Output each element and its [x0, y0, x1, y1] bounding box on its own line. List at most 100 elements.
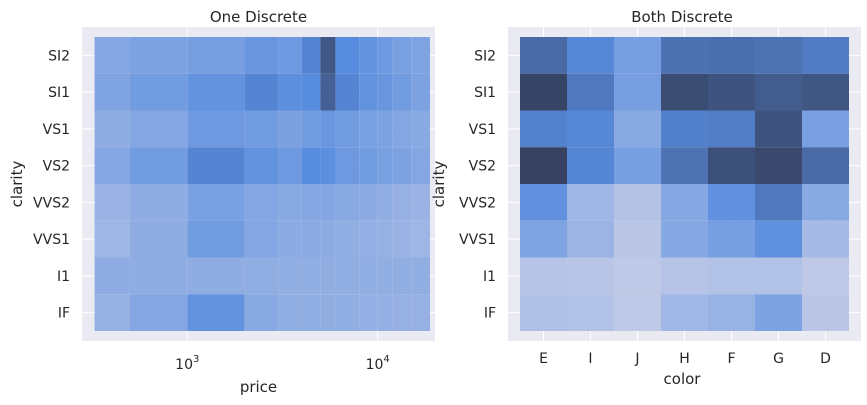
left-y-tick-label: SI1 — [48, 85, 70, 101]
right-heatmap-cell — [614, 184, 661, 221]
left-heatmap-cell — [411, 257, 430, 295]
left-heatmap-cell — [377, 294, 393, 331]
left-heatmap-cell — [411, 73, 430, 111]
left-heatmap-cell — [301, 184, 321, 221]
left-heatmap-cell — [244, 73, 279, 111]
right-heatmap-cell — [755, 110, 802, 148]
right-heatmap-cell — [661, 257, 708, 295]
left-heatmap-cell — [244, 257, 279, 295]
right-heatmap-cell — [708, 257, 755, 295]
right-x-axis-label: color — [664, 370, 702, 388]
right-y-tick-label: IF — [484, 306, 496, 322]
left-heatmap-cell — [94, 147, 130, 184]
right-heatmap-cell — [802, 73, 849, 111]
left-y-tick-label: VS2 — [43, 159, 70, 175]
left-heatmap-cell — [187, 184, 245, 221]
left-heatmap-cell — [392, 73, 412, 111]
left-heatmap-cell — [392, 147, 412, 184]
right-heatmap-cell — [802, 184, 849, 221]
right-heatmap-cell — [802, 147, 849, 184]
right-x-tick-label: H — [679, 351, 690, 367]
right-heatmap-cell — [708, 73, 755, 111]
left-heatmap-cell — [94, 110, 130, 148]
right-heatmap-cell — [520, 184, 567, 221]
left-heatmap-cell — [94, 184, 130, 221]
right-heatmap-cell — [614, 257, 661, 295]
right-x-tick-label: I — [588, 351, 592, 367]
left-heatmap-cell — [359, 73, 378, 111]
right-y-tick-label: VS1 — [469, 122, 496, 138]
left-heatmap-cell — [411, 110, 430, 148]
left-heatmap-cell — [129, 37, 188, 74]
left-heatmap-cell — [411, 294, 430, 331]
right-heatmap-cell — [614, 73, 661, 111]
left-heatmap-cell — [392, 184, 412, 221]
left-heatmap-cell — [129, 147, 188, 184]
right-heatmap-cell — [661, 73, 708, 111]
left-heatmap-cell — [244, 184, 279, 221]
right-heatmap-cell — [802, 257, 849, 295]
left-heatmap-cell — [335, 294, 360, 331]
right-heatmap-cell — [661, 294, 708, 331]
left-y-axis-label: clarity — [8, 161, 26, 208]
left-heatmap-cell — [187, 147, 245, 184]
right-heatmap-cell — [755, 184, 802, 221]
left-heatmap-cell — [377, 147, 393, 184]
left-heatmap-cell — [392, 294, 412, 331]
right-heatmap-cell — [708, 220, 755, 258]
left-y-tick-label: I1 — [57, 269, 70, 285]
right-heatmap-cell — [567, 257, 614, 295]
right-heatmap-cell — [661, 220, 708, 258]
left-heatmap-cell — [301, 147, 321, 184]
right-heatmap-cell — [661, 37, 708, 74]
right-y-tick-label: VS2 — [469, 159, 496, 175]
right-y-tick-label: VVS1 — [459, 232, 496, 248]
left-heatmap-cell — [392, 37, 412, 74]
left-heatmap-cell — [359, 220, 378, 258]
left-heatmap-cell — [320, 147, 336, 184]
left-heatmap-cell — [335, 147, 360, 184]
one-discrete-panel: One Discrete SI2 SI1 VS1 VS2 VVS2 VVS1 I1 IF 10… — [8, 8, 435, 396]
right-y-axis-label: clarity — [430, 161, 448, 208]
right-heatmap-cell — [614, 294, 661, 331]
right-heatmap-cell — [614, 147, 661, 184]
left-y-tick-label: IF — [58, 306, 70, 322]
right-y-tick-labels: SI2 SI1 VS1 VS2 VVS2 VVS1 I1 IF — [459, 48, 496, 321]
left-heatmap-cell — [94, 37, 130, 74]
right-x-tick-label: D — [820, 351, 831, 367]
left-heatmap-cell — [359, 294, 378, 331]
right-heatmap-cell — [802, 220, 849, 258]
left-heatmap-cell — [392, 220, 412, 258]
left-y-tick-label: VVS2 — [33, 195, 70, 211]
left-heatmap-cell — [411, 37, 430, 74]
left-y-tick-label: VS1 — [43, 122, 70, 138]
left-heatmap-cell — [278, 110, 302, 148]
left-heatmap-cell — [359, 257, 378, 295]
right-heatmap-cell — [755, 257, 802, 295]
right-heatmap-cell — [520, 37, 567, 74]
left-heatmap-cell — [335, 73, 360, 111]
right-heatmap-cell — [520, 257, 567, 295]
left-heatmap-cell — [320, 37, 336, 74]
left-heatmap-cell — [244, 220, 279, 258]
left-x-tick-label: 103 — [175, 354, 199, 373]
left-heatmap-cell — [320, 294, 336, 331]
left-heatmap-cell — [94, 294, 130, 331]
left-heatmap-cell — [301, 220, 321, 258]
left-heatmap-cell — [187, 73, 245, 111]
right-heatmap-cell — [614, 220, 661, 258]
left-heatmap-cell — [320, 73, 336, 111]
right-heatmap-cell — [755, 73, 802, 111]
left-heatmap-cell — [94, 220, 130, 258]
right-heatmap-cell — [567, 220, 614, 258]
right-heatmap-cell — [567, 294, 614, 331]
right-x-tick-label: J — [634, 351, 639, 367]
left-heatmap-cell — [392, 110, 412, 148]
left-heatmap-cell — [335, 220, 360, 258]
left-heatmap-cell — [377, 37, 393, 74]
left-heatmap-cell — [301, 37, 321, 74]
left-heatmap-cell — [320, 110, 336, 148]
left-heatmap-cell — [129, 257, 188, 295]
right-heatmap-cell — [802, 110, 849, 148]
